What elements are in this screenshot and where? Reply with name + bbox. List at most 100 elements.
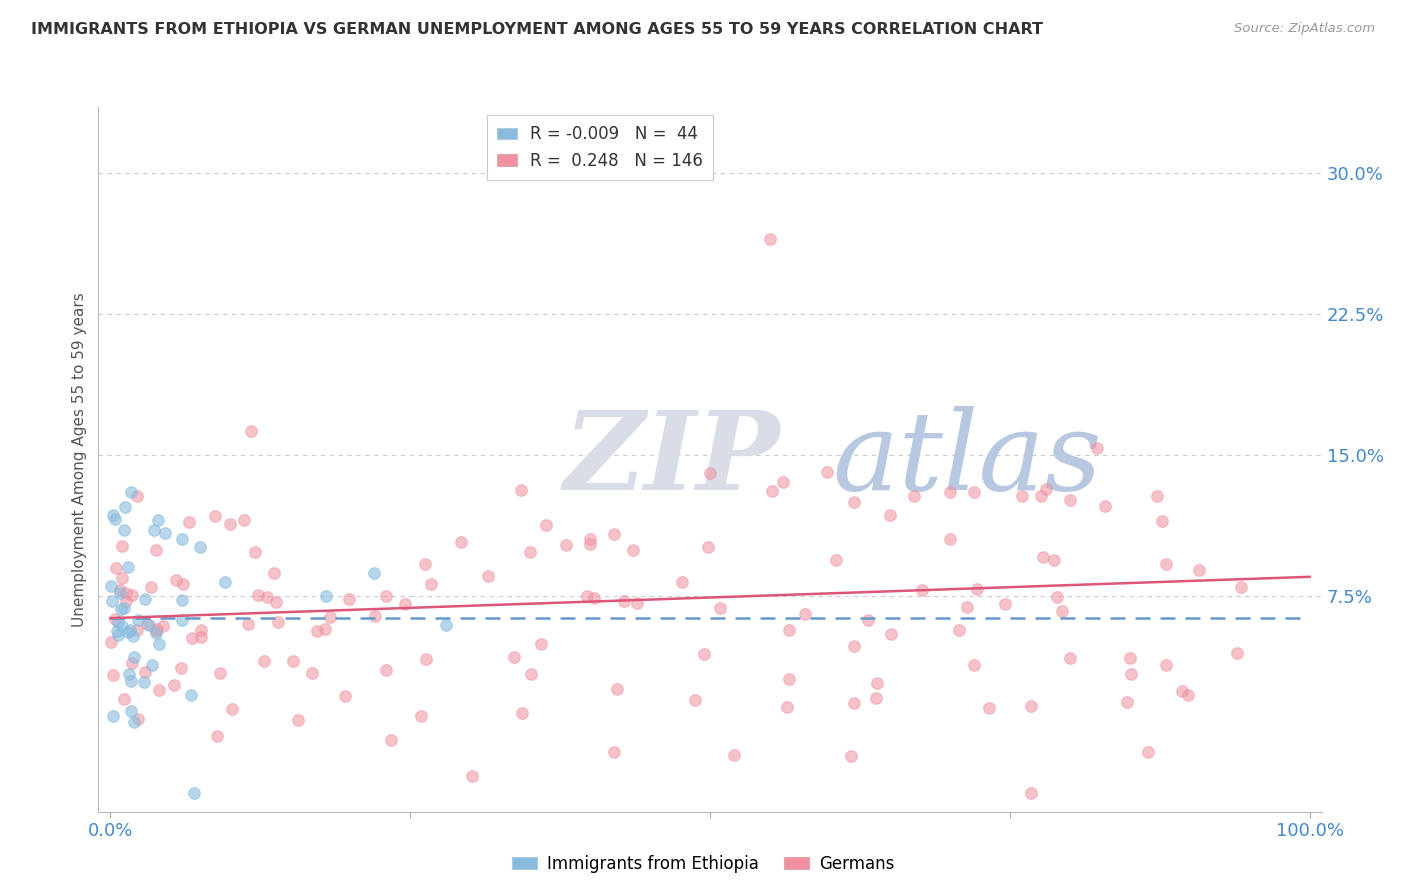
Point [709, 600, 731, 615]
Point [939, 532, 962, 546]
Point [1150, 515, 1173, 529]
Point [314, 622, 336, 636]
Point [247, 588, 270, 602]
Point [118, 666, 141, 681]
Point [621, 543, 644, 558]
Point [121, 588, 143, 602]
Point [122, 714, 145, 729]
Point [603, 526, 626, 541]
Point [169, 661, 191, 675]
Point [115, 594, 138, 608]
Point [579, 533, 602, 547]
Point [380, 733, 402, 747]
Point [110, 601, 132, 615]
Point [693, 647, 716, 661]
Point [190, 630, 212, 644]
Point [101, 594, 124, 608]
Point [188, 540, 211, 554]
Point [880, 626, 903, 640]
Point [141, 657, 163, 672]
Point [172, 613, 194, 627]
Point [108, 586, 131, 600]
Point [103, 668, 125, 682]
Y-axis label: Unemployment Among Ages 55 to 59 years: Unemployment Among Ages 55 to 59 years [72, 292, 87, 627]
Point [117, 624, 139, 639]
Point [153, 526, 176, 541]
Point [122, 649, 145, 664]
Legend: R = -0.009   N =  44, R =  0.248   N = 146: R = -0.009 N = 44, R = 0.248 N = 146 [486, 115, 713, 179]
Point [723, 748, 745, 763]
Point [115, 586, 138, 600]
Point [138, 617, 160, 632]
Point [761, 483, 783, 498]
Point [105, 561, 128, 575]
Point [221, 702, 243, 716]
Point [148, 513, 170, 527]
Point [177, 515, 200, 529]
Point [111, 539, 134, 553]
Point [281, 654, 304, 668]
Point [120, 704, 142, 718]
Point [127, 623, 149, 637]
Point [579, 537, 602, 551]
Point [134, 592, 156, 607]
Point [606, 682, 628, 697]
Point [865, 691, 887, 706]
Point [112, 601, 135, 615]
Point [319, 610, 342, 624]
Point [105, 624, 128, 639]
Point [460, 768, 482, 782]
Point [101, 508, 124, 522]
Point [172, 577, 194, 591]
Point [534, 518, 557, 533]
Point [1188, 563, 1211, 577]
Point [1226, 646, 1249, 660]
Text: Source: ZipAtlas.com: Source: ZipAtlas.com [1234, 22, 1375, 36]
Point [683, 693, 706, 707]
Point [1046, 590, 1069, 604]
Point [165, 573, 187, 587]
Point [127, 712, 149, 726]
Point [879, 508, 901, 522]
Point [143, 523, 166, 537]
Point [208, 665, 231, 680]
Point [530, 637, 553, 651]
Point [1177, 688, 1199, 702]
Point [134, 665, 156, 679]
Point [555, 538, 578, 552]
Point [910, 583, 932, 598]
Point [204, 508, 226, 523]
Point [374, 589, 396, 603]
Text: ZIP: ZIP [564, 406, 780, 513]
Point [1146, 489, 1168, 503]
Point [1059, 492, 1081, 507]
Point [111, 571, 134, 585]
Point [287, 713, 309, 727]
Point [519, 545, 541, 559]
Legend: Immigrants from Ethiopia, Germans: Immigrants from Ethiopia, Germans [505, 848, 901, 880]
Point [1059, 650, 1081, 665]
Point [963, 485, 986, 500]
Point [117, 560, 139, 574]
Point [114, 500, 136, 514]
Point [205, 729, 228, 743]
Point [256, 590, 278, 604]
Point [253, 654, 276, 668]
Point [146, 622, 169, 636]
Point [335, 689, 357, 703]
Point [1011, 489, 1033, 503]
Point [1119, 666, 1142, 681]
Point [1019, 699, 1042, 714]
Point [132, 674, 155, 689]
Point [180, 688, 202, 702]
Point [1136, 745, 1159, 759]
Point [671, 574, 693, 589]
Point [434, 618, 457, 632]
Point [148, 637, 170, 651]
Point [824, 553, 846, 567]
Point [842, 494, 865, 508]
Point [413, 557, 436, 571]
Point [1171, 684, 1194, 698]
Point [503, 649, 526, 664]
Point [776, 700, 799, 714]
